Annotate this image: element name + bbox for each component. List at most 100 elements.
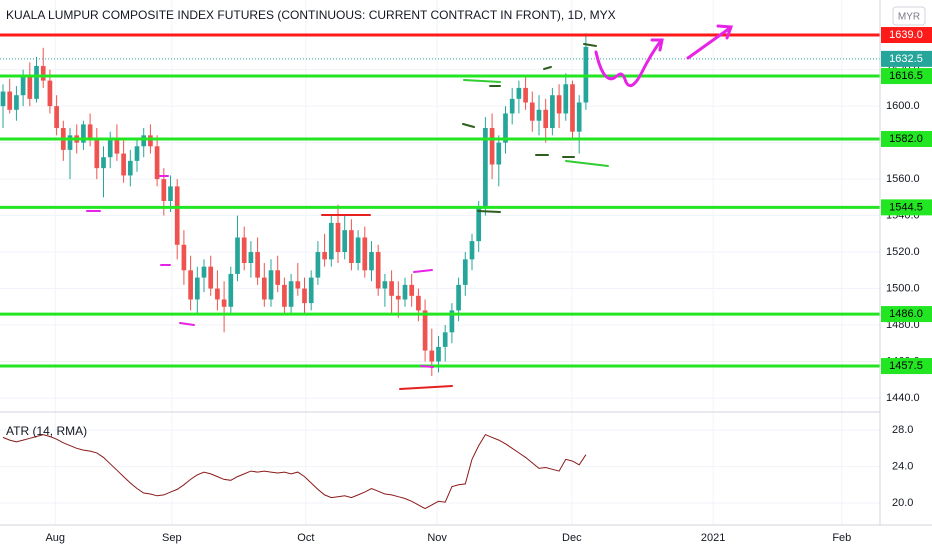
- candle-body: [101, 157, 106, 169]
- candle-body: [47, 80, 53, 107]
- level-label: 1486.0: [889, 308, 923, 320]
- candle-body: [221, 299, 227, 307]
- candle-body: [107, 138, 113, 158]
- candle-body: [94, 138, 100, 169]
- candle-body: [134, 146, 140, 161]
- candle-body: [570, 84, 575, 132]
- candle-body: [563, 84, 569, 114]
- candle-body: [148, 135, 153, 147]
- candle-body: [429, 350, 435, 362]
- candle-body: [54, 106, 59, 129]
- candle-body: [27, 76, 33, 99]
- candle-body: [201, 266, 207, 278]
- candle-body: [416, 295, 421, 311]
- candle-body: [469, 241, 475, 260]
- level-label-box: [881, 27, 932, 44]
- x-tick-label: 2021: [701, 532, 725, 544]
- plot: [0, 33, 880, 510]
- level-label: 1544.5: [889, 201, 923, 213]
- candle-body: [389, 281, 394, 296]
- candle-body: [228, 273, 234, 307]
- candle-body: [436, 346, 441, 362]
- candle-body: [516, 87, 522, 99]
- projection-curve: [594, 40, 662, 88]
- candle-body: [476, 208, 482, 242]
- arrow: [686, 24, 734, 60]
- candle-body: [34, 66, 39, 99]
- candle-body: [335, 222, 341, 253]
- atr-tick-label: 24.0: [892, 460, 913, 472]
- axes: [0, 0, 932, 526]
- candle-body: [154, 146, 160, 180]
- candle-body: [67, 135, 73, 150]
- candle-body: [268, 270, 274, 300]
- candle-body: [315, 252, 321, 278]
- candle-body: [295, 281, 301, 289]
- candle-body: [161, 179, 167, 201]
- candle-body: [503, 113, 508, 143]
- candle-body: [369, 252, 374, 271]
- atr-tick-label: 28.0: [892, 424, 913, 436]
- candle-body: [174, 186, 180, 245]
- level-label-box: [881, 68, 932, 85]
- candle-body: [14, 95, 19, 110]
- drawings: [86, 24, 734, 390]
- candle-body: [355, 237, 361, 263]
- candle-body: [409, 284, 415, 296]
- candle-body: [248, 252, 254, 263]
- candle-body: [529, 102, 535, 121]
- magenta-marks: [86, 175, 434, 368]
- y-tick-label: 1500.0: [886, 282, 920, 294]
- candle-body: [275, 270, 281, 285]
- candle-body: [181, 244, 187, 271]
- candle-body: [114, 138, 120, 154]
- candle-body: [449, 310, 455, 333]
- candle-body: [168, 186, 173, 201]
- candle-body: [215, 288, 220, 300]
- candle-body: [7, 91, 13, 110]
- atr-tick-label: 20.0: [892, 497, 913, 509]
- currency[interactable]: MYR: [898, 12, 920, 23]
- candle-body: [302, 288, 307, 304]
- candle-body: [550, 95, 555, 129]
- candle-body: [188, 270, 193, 300]
- candle-body: [141, 135, 147, 147]
- candle-body: [556, 95, 562, 114]
- candle-body: [322, 252, 327, 260]
- candle-body: [40, 66, 46, 81]
- candle-body: [241, 237, 247, 263]
- candle-body: [87, 124, 93, 139]
- candle-body: [382, 281, 388, 289]
- dark-marks: [462, 43, 597, 213]
- last-price-box: [881, 50, 932, 67]
- x-tick-label: Feb: [832, 532, 851, 544]
- candle-body: [127, 160, 133, 176]
- candle-body: [442, 332, 448, 347]
- candle-body: [509, 98, 515, 114]
- candle-body: [81, 124, 86, 143]
- candle-body: [362, 237, 368, 271]
- last-price-label: 1632.5: [889, 53, 923, 65]
- candle-body: [282, 284, 287, 307]
- level-label: 1639.0: [889, 29, 923, 41]
- candle-body: [342, 230, 348, 253]
- candle-body: [576, 102, 582, 132]
- candle-body: [208, 266, 214, 289]
- level-label-box: [881, 130, 932, 147]
- candle-body: [349, 230, 354, 263]
- grid: [0, 0, 880, 525]
- y-tick-label: 1440.0: [886, 392, 920, 404]
- red-marks: [321, 214, 453, 390]
- candle-body: [288, 281, 294, 307]
- y-tick-label: 1600.0: [886, 100, 920, 112]
- level-label-box: [881, 199, 932, 216]
- candle-body: [235, 237, 240, 274]
- y-tick-label: 1560.0: [886, 173, 920, 185]
- y-tick-label: 1520.0: [886, 246, 920, 258]
- currency-box[interactable]: [892, 6, 926, 26]
- level-label: 1582.0: [889, 133, 923, 145]
- x-tick-label: Nov: [427, 532, 447, 544]
- candle-body: [536, 109, 542, 121]
- level-label-box: [881, 358, 932, 375]
- candle-body: [121, 153, 126, 176]
